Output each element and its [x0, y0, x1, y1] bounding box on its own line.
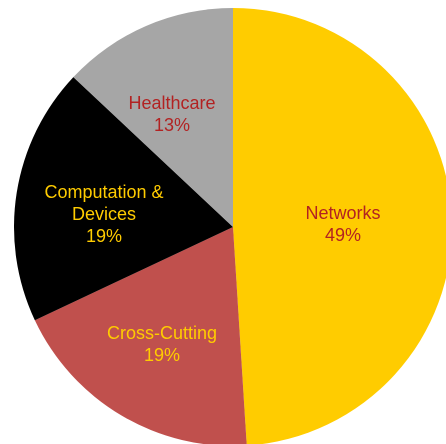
pie-slice-1 — [34, 227, 247, 444]
pie-slice-3 — [73, 8, 234, 227]
pie-slice-label-1-line-0: Cross-Cutting — [107, 323, 217, 343]
pie-slice-2 — [14, 77, 234, 321]
pie-slice-label-2-line-1: Devices — [72, 204, 136, 224]
pie-slice-label-2-line-0: Computation & — [44, 182, 163, 202]
pie-slice-percent-2: 19% — [86, 226, 122, 246]
pie-slice-0 — [233, 8, 446, 444]
pie-slice-percent-1: 19% — [144, 345, 180, 365]
pie-slice-percent-0: 49% — [325, 225, 361, 245]
pie-slice-label-0-line-0: Networks — [305, 203, 380, 223]
pie-slice-percent-3: 13% — [154, 115, 190, 135]
pie-slices — [14, 8, 446, 444]
pie-slice-label-3-line-0: Healthcare — [128, 93, 215, 113]
